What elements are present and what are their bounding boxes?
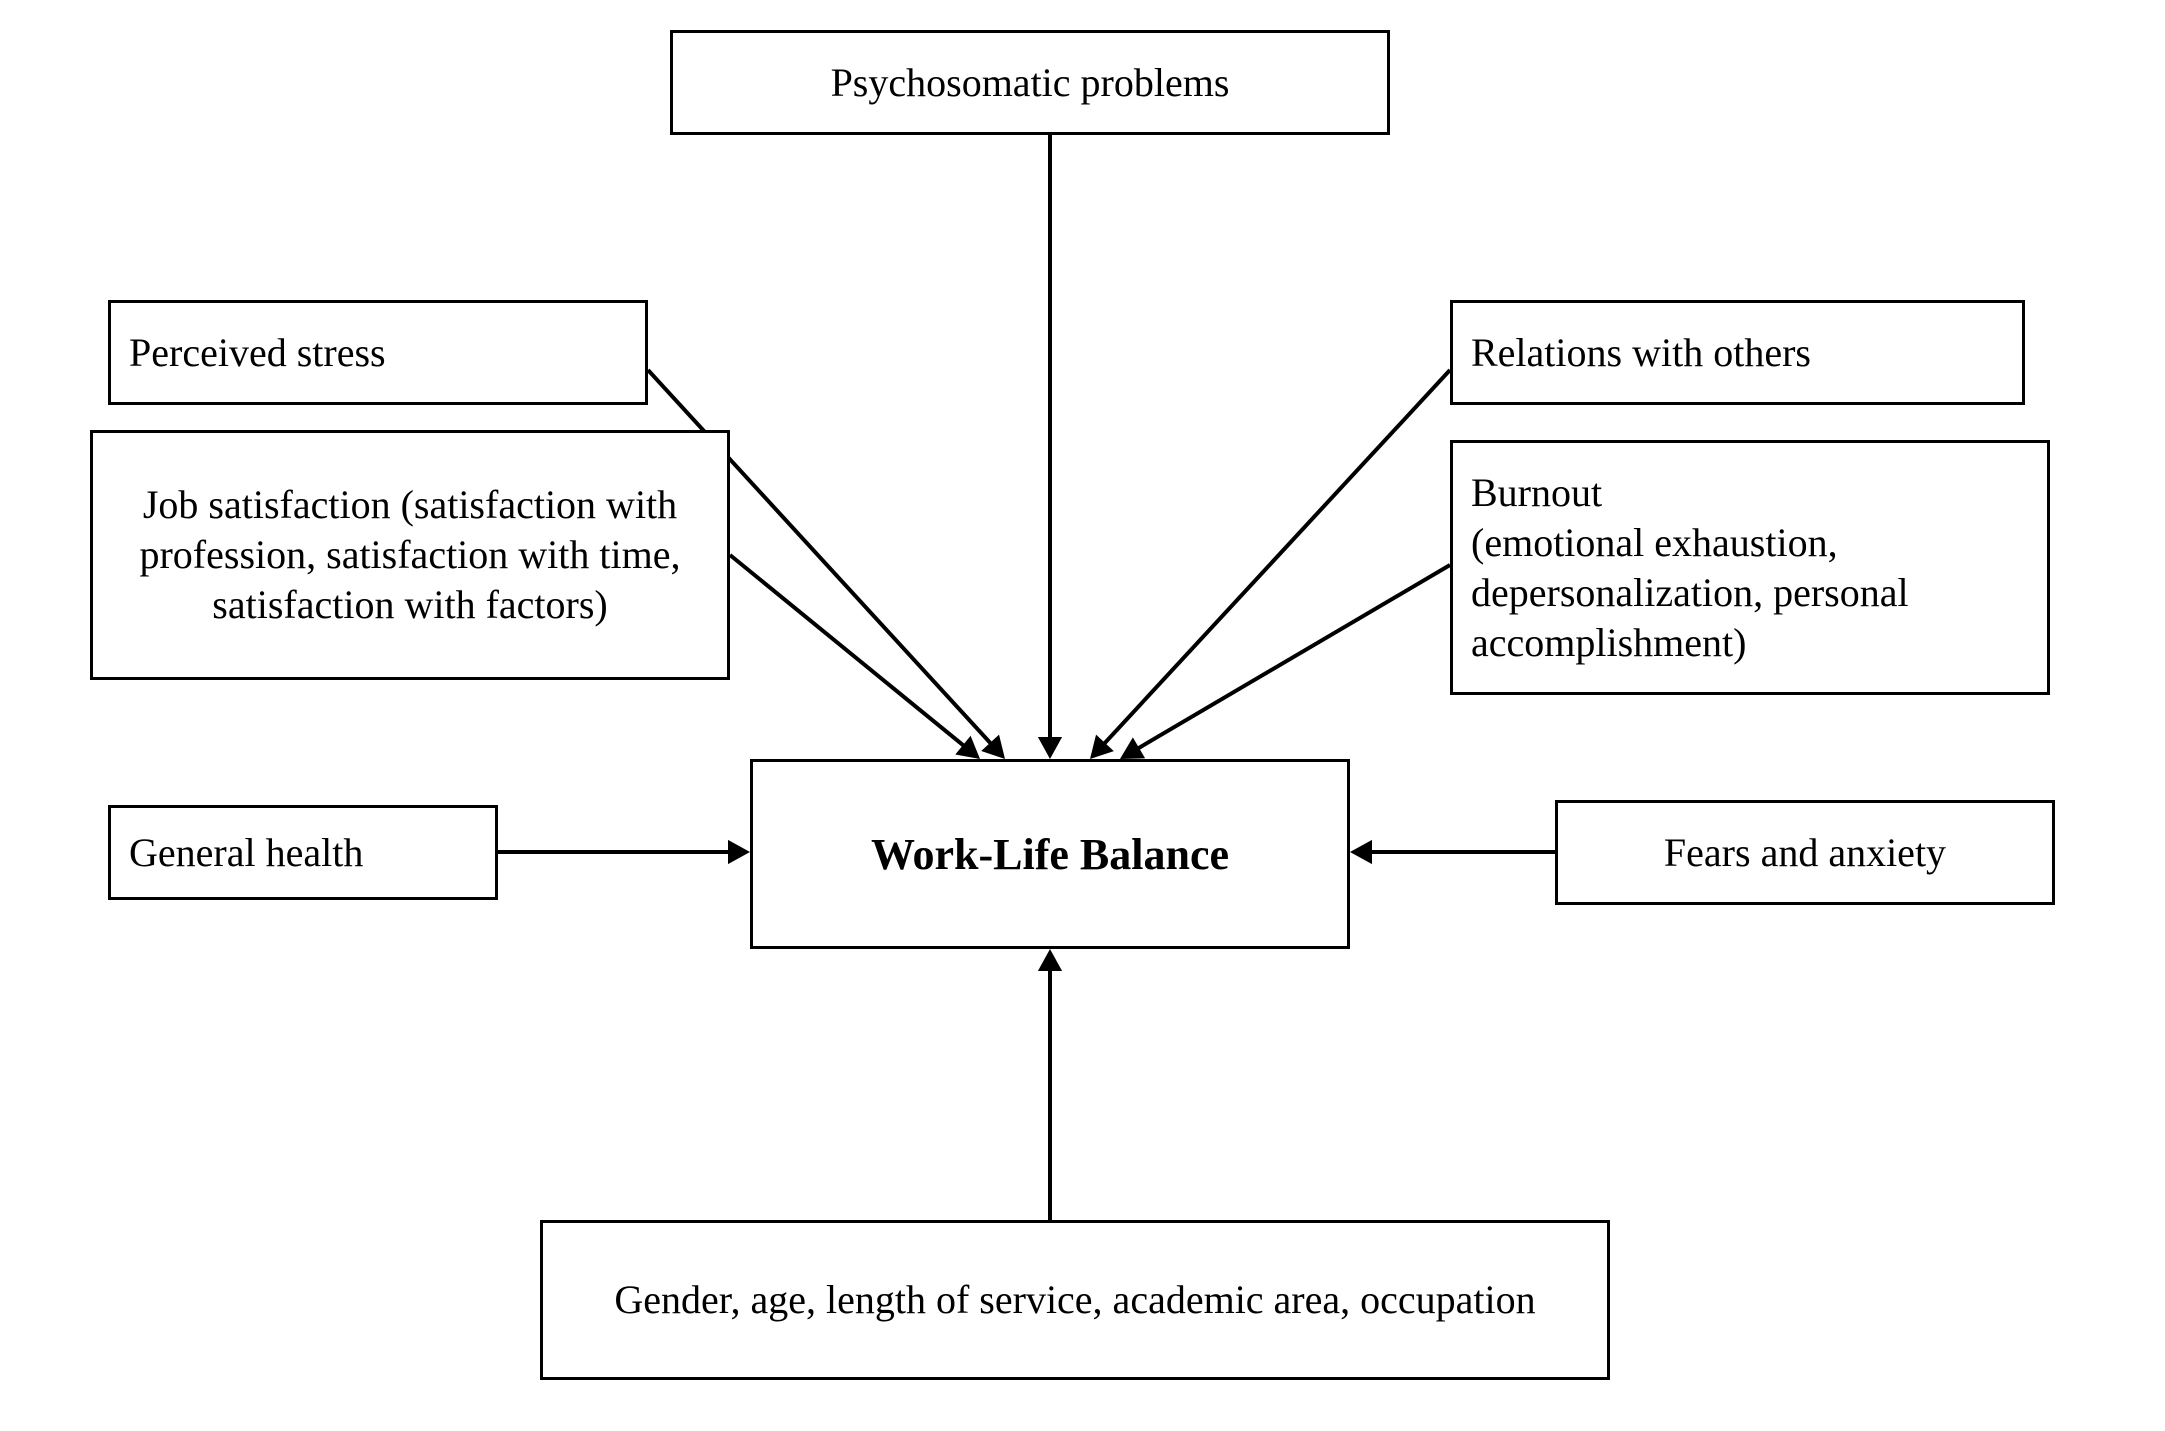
node-label-fears: Fears and anxiety <box>1558 828 2052 878</box>
node-perceived_stress: Perceived stress <box>108 300 648 405</box>
node-label-relations: Relations with others <box>1453 328 2022 378</box>
diagram-stage: Work-Life Balance Psychosomatic problems P… <box>0 0 2165 1431</box>
node-label-top: Psychosomatic problems <box>673 58 1387 108</box>
node-general_health: General health <box>108 805 498 900</box>
edge-7 <box>1038 949 1062 1220</box>
arrows-layer <box>0 0 2165 1431</box>
node-job_satisfaction: Job satisfaction (satisfaction with prof… <box>90 430 730 680</box>
edge-4 <box>1090 370 1450 759</box>
edge-0 <box>1038 135 1062 759</box>
edge-2 <box>730 555 980 759</box>
edge-3 <box>498 840 750 864</box>
node-label-burnout: Burnout (emotional exhaustion, depersona… <box>1453 468 2047 668</box>
node-label-center: Work-Life Balance <box>753 827 1347 882</box>
node-label-job_satisfaction: Job satisfaction (satisfaction with prof… <box>93 480 727 630</box>
node-relations: Relations with others <box>1450 300 2025 405</box>
node-burnout: Burnout (emotional exhaustion, depersona… <box>1450 440 2050 695</box>
edge-5 <box>1120 565 1450 759</box>
node-fears: Fears and anxiety <box>1555 800 2055 905</box>
node-label-general_health: General health <box>111 828 495 878</box>
node-center: Work-Life Balance <box>750 759 1350 949</box>
edge-6 <box>1350 840 1555 864</box>
node-label-demographics: Gender, age, length of service, academic… <box>543 1275 1607 1325</box>
node-demographics: Gender, age, length of service, academic… <box>540 1220 1610 1380</box>
node-label-perceived_stress: Perceived stress <box>111 328 645 378</box>
node-top: Psychosomatic problems <box>670 30 1390 135</box>
